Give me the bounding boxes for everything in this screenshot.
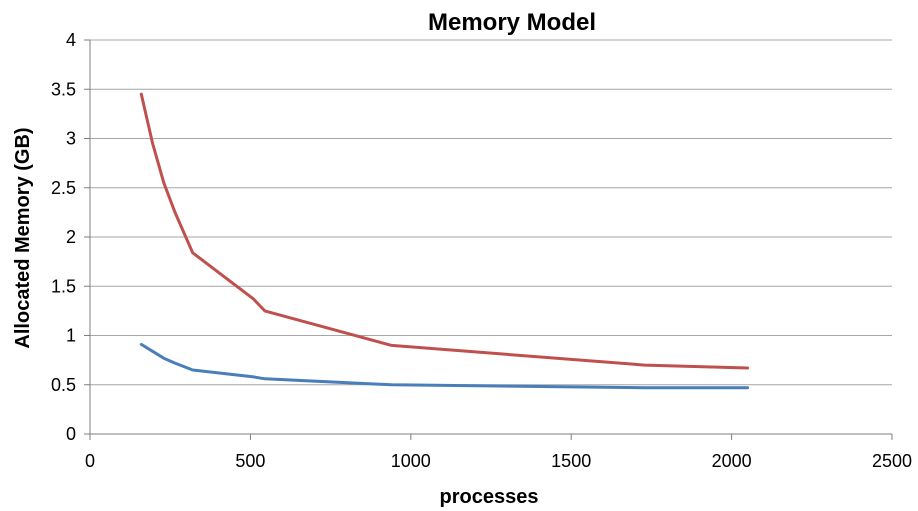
gridlines [90,39,892,386]
series-line-2 [139,342,750,390]
x-tick-label: 1000 [391,451,431,471]
x-tick-label: 2000 [712,451,752,471]
y-axis-label: Allocated Memory (GB) [12,127,34,348]
y-tick-label: 4 [66,30,76,50]
x-tick-label: 1500 [551,451,591,471]
x-tick-label: 0 [85,451,95,471]
y-tick-label: 3 [66,129,76,149]
tick-labels: 0 0.5 1 1.5 2 2.5 3 3.5 4 0 500 1000 1500 2000 2500 [51,30,912,471]
y-tick-label: 1.5 [51,276,76,296]
x-tick-label: 2500 [872,451,912,471]
chart-title: Memory Model [428,9,596,36]
series [139,92,750,390]
y-tick-label: 0.5 [51,375,76,395]
y-tick-label: 1 [66,326,76,346]
x-axis-label: processes [440,486,539,508]
y-tick-label: 2 [66,227,76,247]
y-tick-label: 0 [66,424,76,444]
y-tick-label: 2.5 [51,178,76,198]
y-tick-label: 3.5 [51,79,76,99]
x-tick-label: 500 [235,451,265,471]
series-line-1 [139,92,750,370]
